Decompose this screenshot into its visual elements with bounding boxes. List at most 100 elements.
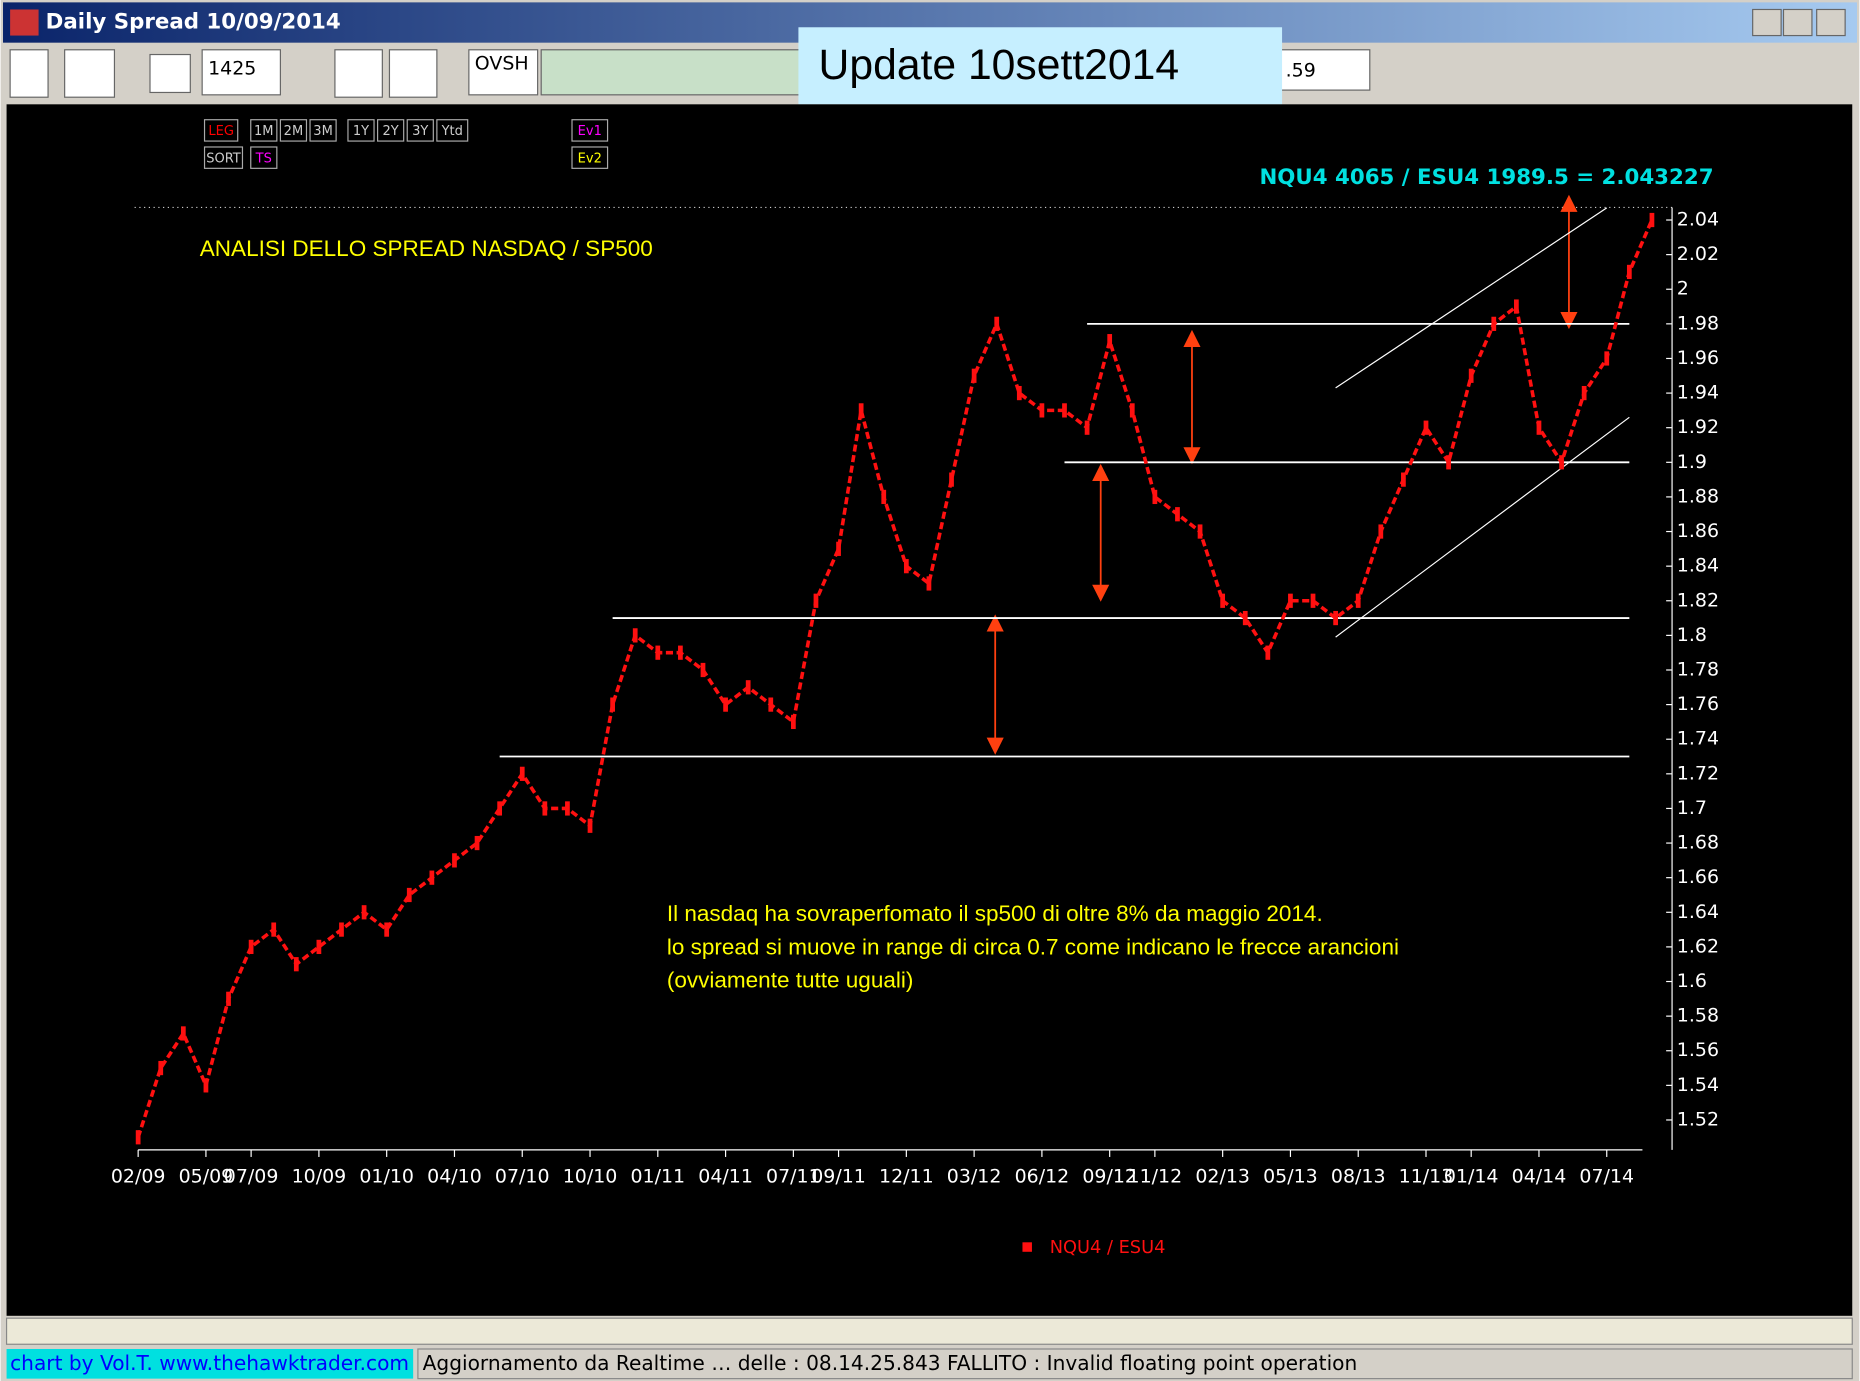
y-tick-label: 1.96	[1677, 347, 1719, 369]
data-point	[655, 645, 661, 660]
data-point	[1491, 316, 1497, 331]
toolbar-button[interactable]	[279, 119, 308, 142]
x-tick-label: 08/13	[1331, 1166, 1386, 1188]
status-left: chart by Vol.T. www.thehawktrader.com	[10, 1351, 409, 1375]
data-point	[158, 1060, 164, 1076]
window-controls[interactable]	[1752, 8, 1846, 37]
data-point	[813, 593, 819, 608]
x-tick-label: 09/11	[811, 1166, 866, 1188]
toolbar-button[interactable]	[406, 119, 434, 142]
toolbar-button[interactable]	[377, 119, 405, 142]
x-tick-label: 06/12	[1015, 1166, 1070, 1188]
data-point	[1401, 472, 1406, 487]
data-point	[1468, 368, 1474, 383]
symbol-field[interactable]	[468, 49, 539, 96]
x-tick-label: 07/09	[224, 1166, 279, 1188]
data-point	[790, 714, 796, 730]
data-point	[1288, 593, 1293, 608]
data-point	[565, 801, 570, 816]
status-right: Aggiornamento da Realtime … delle : 08.1…	[423, 1351, 1358, 1375]
y-tick-label: 1.9	[1677, 451, 1707, 473]
data-point	[135, 1130, 141, 1145]
note: lo spread si muove in range di circa 0.7…	[667, 934, 1399, 959]
data-point	[1604, 351, 1610, 366]
data-point	[949, 472, 954, 487]
toolbar-button-label: 3Y	[412, 124, 428, 139]
data-point	[1152, 489, 1158, 505]
toolbar-button-label: 2Y	[383, 124, 399, 139]
x-tick-label: 04/11	[698, 1166, 753, 1188]
toolbar-button[interactable]	[436, 119, 469, 142]
data-point	[1242, 610, 1248, 626]
maximize[interactable]	[1782, 8, 1813, 37]
minimize[interactable]	[1752, 8, 1782, 37]
note: (ovviamente tutte uguali)	[667, 967, 914, 992]
toolbar-button-label: Ev1	[578, 124, 602, 139]
toolbar-button[interactable]	[347, 119, 375, 142]
data-point	[768, 697, 774, 712]
x-tick-label: 05/09	[179, 1166, 234, 1188]
count-field[interactable]	[201, 49, 281, 96]
series-line	[136, 219, 1654, 1138]
toolbar-button[interactable]	[571, 119, 609, 142]
data-point	[1039, 403, 1045, 418]
x-tick-label: 07/11	[766, 1166, 821, 1188]
y-tick-label: 1.86	[1677, 520, 1719, 542]
range-arrows	[986, 194, 1578, 755]
close[interactable]	[1816, 8, 1846, 37]
data-point	[1514, 299, 1519, 314]
toolbar-button[interactable]	[203, 146, 244, 169]
data-point	[971, 368, 977, 383]
y-tick-label: 1.78	[1677, 658, 1719, 680]
toolbar-button[interactable]	[309, 119, 337, 142]
data-point	[1423, 420, 1429, 435]
data-point	[519, 766, 525, 781]
toolbar-button[interactable]	[250, 146, 278, 169]
data-point	[1649, 212, 1655, 228]
data-point	[497, 801, 503, 816]
data-point	[1107, 334, 1113, 349]
trend-line	[1335, 416, 1630, 638]
data-point	[474, 835, 480, 851]
y-tick-label: 1.84	[1677, 555, 1719, 577]
chart-button[interactable]	[64, 49, 116, 98]
legend-swatch	[1022, 1242, 1032, 1252]
data-point	[700, 662, 706, 678]
toolbar-button-label: 2M	[284, 124, 304, 139]
x-tick-label: 03/12	[947, 1166, 1002, 1188]
x-tick-label: 01/14	[1444, 1166, 1499, 1188]
data-point	[293, 957, 299, 972]
data-point	[1626, 264, 1632, 280]
status-right-panel	[417, 1348, 1853, 1380]
toolbar-button[interactable]	[203, 119, 239, 142]
toolbar-button[interactable]	[571, 146, 609, 169]
count-value: 1425	[208, 57, 256, 79]
toolbar-button[interactable]	[250, 119, 278, 142]
chart-button-2[interactable]	[334, 49, 383, 98]
grid-button[interactable]	[149, 53, 191, 94]
data-point	[406, 887, 412, 903]
data-point	[429, 870, 435, 885]
data-point	[903, 559, 909, 574]
banner	[798, 27, 1283, 105]
x-tick-label: 07/10	[495, 1166, 550, 1188]
data-point	[180, 1026, 186, 1041]
y-tick-label: 1.94	[1677, 382, 1719, 404]
y-tick-label: 2	[1677, 278, 1689, 300]
sound-button[interactable]	[388, 49, 438, 98]
save-button[interactable]	[9, 49, 49, 98]
value-field[interactable]	[1280, 49, 1371, 91]
data-point	[678, 645, 683, 660]
x-tick-label: 07/14	[1579, 1166, 1634, 1188]
x-tick-label: 09/12	[1082, 1166, 1137, 1188]
data-point	[1175, 507, 1180, 522]
data-point	[1378, 524, 1384, 539]
x-tick-label: 10/09	[292, 1166, 347, 1188]
data-point	[1536, 420, 1542, 435]
trend-line	[1335, 207, 1608, 389]
data-point	[1265, 645, 1271, 660]
data-point	[1220, 593, 1226, 608]
scrollbar[interactable]	[5, 1317, 1853, 1345]
data-point	[836, 541, 841, 556]
x-tick-label: 10/10	[563, 1166, 618, 1188]
